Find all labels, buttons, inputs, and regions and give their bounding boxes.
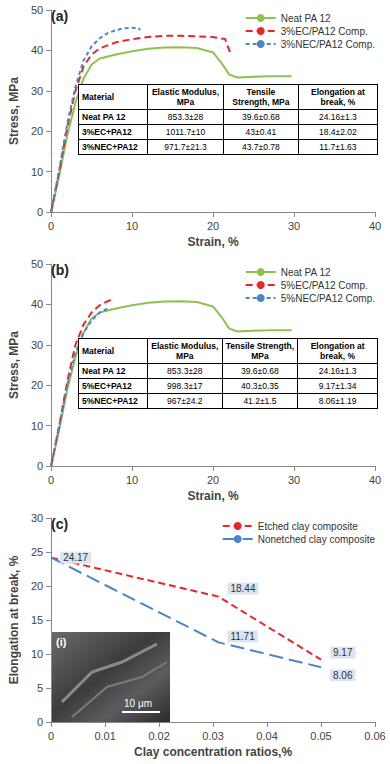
html-text:41.2±1.5: 41.2±1.5: [243, 396, 277, 406]
svg-text:0.04: 0.04: [256, 730, 277, 742]
svg-text:50: 50: [31, 4, 43, 16]
html-text:Material: Material: [82, 92, 115, 102]
svg-text:Clay concentration ratios,%: Clay concentration ratios,%: [134, 745, 292, 759]
html-text:Material: Material: [82, 346, 115, 356]
svg-text:0: 0: [48, 474, 54, 486]
svg-text:40: 40: [31, 298, 43, 310]
html-text:5%EC+PA12: 5%EC+PA12: [82, 381, 132, 391]
svg-text:Nonetched clay composite: Nonetched clay composite: [258, 534, 376, 545]
svg-text:3%EC/PA12 Comp.: 3%EC/PA12 Comp.: [281, 26, 368, 37]
html-text:967±24.2: 967±24.2: [167, 396, 203, 406]
html-text:40.3±0.35: 40.3±0.35: [241, 381, 279, 391]
svg-text:0.01: 0.01: [94, 730, 115, 742]
html-text:853.3±28: 853.3±28: [167, 366, 203, 376]
svg-text:8.06: 8.06: [333, 670, 353, 681]
svg-text:10: 10: [126, 474, 138, 486]
html-text:Tensile Strength, MPa: Tensile Strength, MPa: [225, 341, 295, 361]
svg-text:0: 0: [37, 716, 43, 728]
html-text:39.6±0.68: 39.6±0.68: [241, 366, 279, 376]
svg-text:30: 30: [31, 85, 43, 97]
html-text:5%NEC+PA12: 5%NEC+PA12: [82, 396, 138, 406]
svg-text:Etched clay composite: Etched clay composite: [258, 521, 358, 532]
svg-text:40: 40: [369, 220, 381, 232]
svg-text:20: 20: [31, 379, 43, 391]
svg-text:(b): (b): [51, 262, 69, 278]
html-text:24.16±1.3: 24.16±1.3: [319, 112, 357, 122]
svg-text:40: 40: [369, 474, 381, 486]
html-text:971.7±21.3: 971.7±21.3: [164, 142, 207, 152]
html-text:998.3±17: 998.3±17: [167, 381, 203, 391]
svg-text:50: 50: [31, 258, 43, 270]
html-text:Neat PA 12: Neat PA 12: [82, 366, 126, 376]
svg-text:0: 0: [37, 460, 43, 472]
svg-text:24.17: 24.17: [63, 552, 88, 563]
svg-text:30: 30: [31, 512, 43, 524]
svg-text:5: 5: [37, 682, 43, 694]
svg-text:10: 10: [31, 166, 43, 178]
svg-text:0: 0: [48, 220, 54, 232]
html-text:Elastic Modulus, MPa: Elastic Modulus, MPa: [152, 87, 219, 107]
svg-text:10 μm: 10 μm: [124, 698, 152, 709]
html-text:8.06±1.19: 8.06±1.19: [318, 396, 357, 406]
svg-text:Strain, %: Strain, %: [187, 235, 239, 249]
svg-text:5%NEC/PA12 Comp.: 5%NEC/PA12 Comp.: [281, 293, 375, 304]
html-text:11.7±1.63: 11.7±1.63: [319, 142, 357, 152]
svg-text:20: 20: [31, 125, 43, 137]
svg-text:40: 40: [31, 44, 43, 56]
svg-text:Neat PA 12: Neat PA 12: [281, 13, 331, 24]
svg-text:11.71: 11.71: [230, 631, 255, 642]
svg-text:(a): (a): [51, 8, 68, 24]
html-text:24.16±1.3: 24.16±1.3: [318, 366, 357, 376]
svg-text:Stress, MPa: Stress, MPa: [7, 77, 21, 145]
html-text:Elongation at break, %: Elongation at break, %: [310, 341, 365, 361]
svg-text:9.17: 9.17: [333, 647, 353, 658]
html-text:Neat PA 12: Neat PA 12: [82, 112, 126, 122]
html-text:Elongation at break, %: Elongation at break, %: [311, 87, 365, 107]
html-text:39.6±0.68: 39.6±0.68: [242, 112, 280, 122]
svg-text:20: 20: [31, 580, 43, 592]
svg-text:15: 15: [31, 614, 43, 626]
svg-text:30: 30: [288, 474, 300, 486]
svg-text:Elongation at break, %: Elongation at break, %: [7, 555, 21, 684]
svg-text:(c): (c): [51, 516, 68, 532]
html-text:3%NEC+PA12: 3%NEC+PA12: [82, 142, 138, 152]
html-text:43±0.41: 43±0.41: [245, 127, 277, 137]
svg-text:Neat PA 12: Neat PA 12: [281, 267, 331, 278]
svg-text:0.02: 0.02: [148, 730, 169, 742]
html-text:18.4±2.02: 18.4±2.02: [319, 127, 357, 137]
html-text:43.7±0.78: 43.7±0.78: [242, 142, 280, 152]
svg-text:(i): (i): [56, 636, 67, 648]
svg-text:18.44: 18.44: [230, 583, 255, 594]
svg-text:20: 20: [207, 220, 219, 232]
html-text:9.17±1.34: 9.17±1.34: [318, 381, 357, 391]
svg-text:25: 25: [31, 546, 43, 558]
svg-text:30: 30: [288, 220, 300, 232]
html-text:Tensile Strength, MPa: Tensile Strength, MPa: [232, 87, 290, 107]
svg-text:5%EC/PA12 Comp.: 5%EC/PA12 Comp.: [281, 280, 368, 291]
html-text:853.3±28: 853.3±28: [167, 112, 204, 122]
html-text:Elastic Modulus, MPa: Elastic Modulus, MPa: [151, 341, 219, 361]
svg-text:20: 20: [207, 474, 219, 486]
svg-text:0.03: 0.03: [202, 730, 223, 742]
svg-text:3%NEC/PA12 Comp.: 3%NEC/PA12 Comp.: [281, 39, 375, 50]
svg-text:10: 10: [126, 220, 138, 232]
svg-text:30: 30: [31, 339, 43, 351]
svg-text:0: 0: [48, 730, 54, 742]
svg-text:10: 10: [31, 648, 43, 660]
svg-text:0.05: 0.05: [310, 730, 331, 742]
svg-text:Stress, MPa: Stress, MPa: [7, 331, 21, 399]
svg-text:10: 10: [31, 420, 43, 432]
svg-text:0.06: 0.06: [364, 730, 385, 742]
html-text:3%EC+PA12: 3%EC+PA12: [82, 127, 132, 137]
svg-text:0: 0: [37, 206, 43, 218]
svg-text:Strain, %: Strain, %: [187, 489, 239, 503]
html-text:1011.7±10: 1011.7±10: [165, 127, 206, 137]
